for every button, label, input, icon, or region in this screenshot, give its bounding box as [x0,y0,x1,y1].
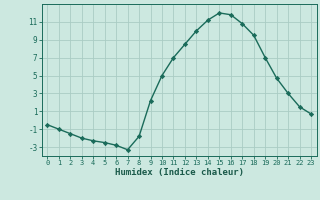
X-axis label: Humidex (Indice chaleur): Humidex (Indice chaleur) [115,168,244,177]
